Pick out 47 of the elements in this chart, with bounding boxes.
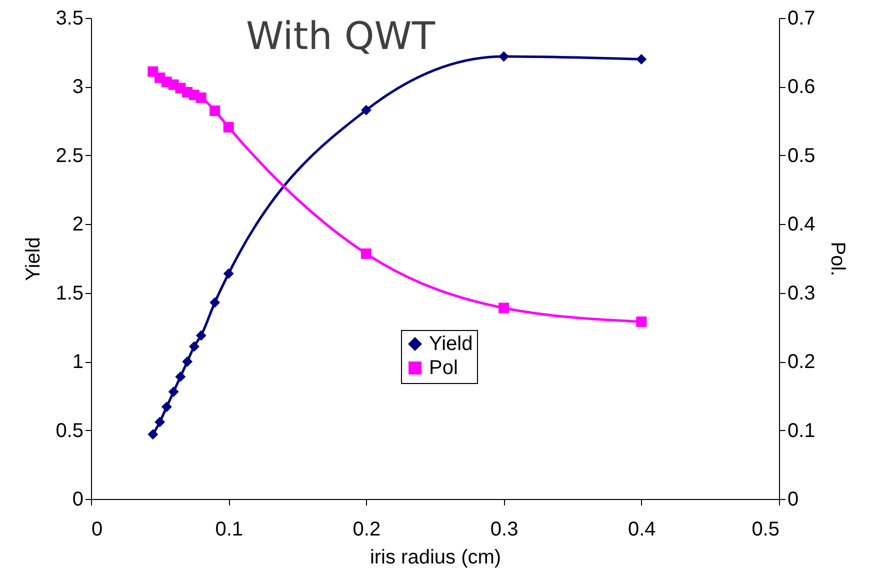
point [210, 106, 220, 116]
point [148, 429, 158, 440]
y-tick-label: 2 [72, 214, 84, 236]
point [196, 92, 206, 103]
y-tick-label: 0 [72, 488, 84, 510]
y2-tick-label: 0.4 [788, 214, 816, 236]
y2-tick-label: 0 [788, 488, 799, 510]
point [223, 268, 234, 279]
x-tick-label: 0.4 [628, 518, 656, 540]
y2-axis-title: Pol. [826, 242, 848, 276]
y2-tick-label: 0.3 [788, 282, 816, 304]
point [196, 330, 206, 341]
y-tick-label: 3.5 [56, 8, 84, 30]
x-axis-title: iris radius (cm) [370, 546, 502, 568]
x-tick-label: 0.1 [215, 518, 244, 540]
y2-tick-label: 0.5 [788, 144, 816, 167]
y2-tick-label: 0.1 [788, 420, 816, 442]
y-tick-label: 0.5 [56, 420, 84, 442]
y2-tick-label: 0.7 [788, 8, 816, 30]
point [210, 297, 220, 308]
point [360, 104, 372, 116]
chart-title: With QWT [246, 14, 436, 58]
point [154, 416, 166, 428]
point [498, 51, 510, 62]
y-axis-title: Yield [22, 237, 45, 281]
x-tick-label: 0.2 [352, 518, 381, 540]
point [182, 356, 193, 367]
y-tick-label: 1 [72, 351, 84, 374]
y-tick-label: 2.5 [56, 144, 84, 167]
point [175, 371, 186, 382]
point [636, 54, 647, 64]
point [636, 316, 647, 327]
y2-tick-label: 0.6 [788, 76, 816, 98]
y2-tick-label: 0.2 [788, 351, 816, 374]
point [188, 341, 200, 352]
x-tick-label: 0.3 [490, 518, 518, 540]
point [223, 122, 234, 132]
point [168, 386, 179, 398]
legend-label: Pol [429, 357, 458, 379]
y-tick-label: 1.5 [56, 282, 84, 304]
point [360, 248, 372, 259]
point [498, 302, 510, 314]
y-tick-label: 3 [72, 76, 84, 98]
legend-label: Yield [429, 333, 473, 355]
point [161, 402, 172, 412]
x-tick-label: 0.5 [752, 518, 780, 540]
x-tick-label: 0 [92, 518, 103, 540]
